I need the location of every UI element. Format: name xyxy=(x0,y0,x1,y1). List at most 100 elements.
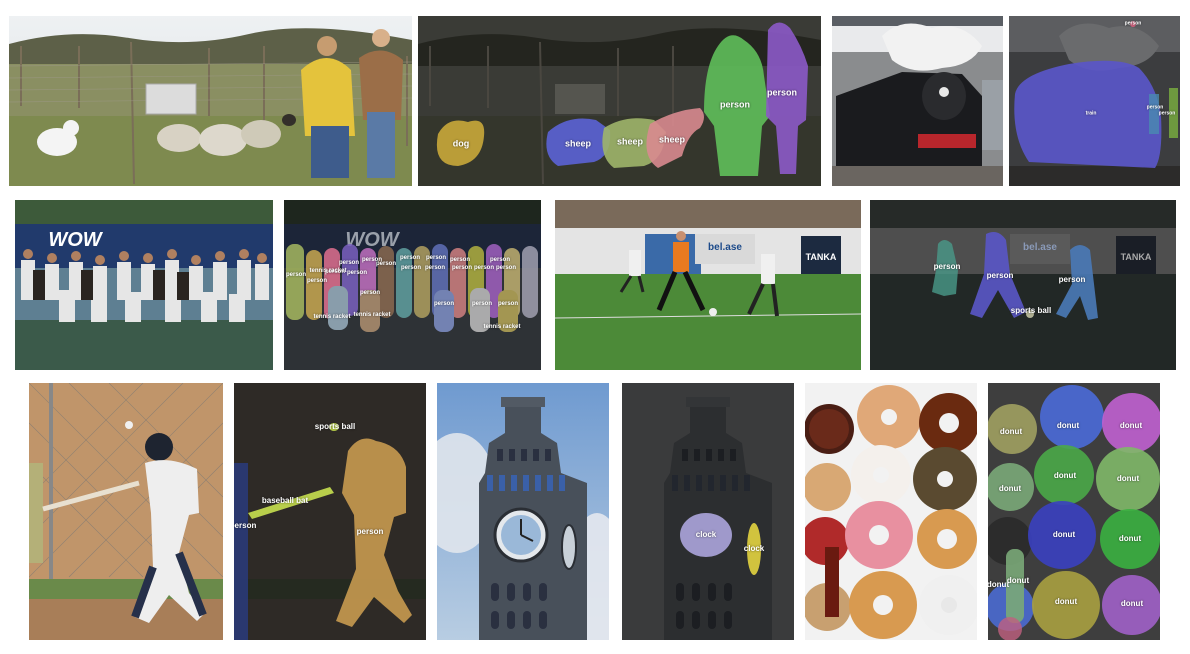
photo-sheep-field-segmented: dog sheep sheep sheep person person xyxy=(418,16,821,186)
label-donut: donut xyxy=(1119,421,1143,430)
donut-mask xyxy=(988,404,1037,454)
label-sheep-1: sheep xyxy=(564,138,592,149)
photo-train-original xyxy=(832,16,1003,186)
photo-clock-tower-original xyxy=(437,383,609,640)
label-person: person xyxy=(306,278,328,284)
label-dog: dog xyxy=(452,138,470,149)
person-mask xyxy=(470,288,490,332)
label-person: person xyxy=(375,261,397,267)
person-mask xyxy=(498,290,518,332)
sheep-field-photo xyxy=(9,16,412,186)
label-person: person xyxy=(497,301,519,307)
label-clock-side: clock xyxy=(743,544,765,553)
label-donut: donut xyxy=(1120,599,1144,608)
svg-text:WOW: WOW xyxy=(345,229,400,251)
label-person-right: person xyxy=(1058,275,1086,284)
label-donut: donut xyxy=(1052,530,1076,539)
donut-mask xyxy=(1096,447,1160,511)
label-person: person xyxy=(338,260,360,266)
label-person-left: person xyxy=(933,262,961,271)
photo-donuts-original xyxy=(805,383,977,640)
donut-mask xyxy=(1034,445,1094,505)
label-person: person xyxy=(359,290,381,296)
label-tennis-racket: tennis racket xyxy=(309,268,347,274)
person-mask-left-edge xyxy=(234,463,248,640)
person-mask-center xyxy=(970,232,1026,318)
sheep-mask-3 xyxy=(646,108,704,168)
label-person-batter: person xyxy=(356,527,384,536)
label-person: person xyxy=(324,269,346,275)
label-donut: donut xyxy=(1118,534,1142,543)
soccer-photo: TANKA bel.ase xyxy=(555,200,861,370)
label-person: person xyxy=(346,270,368,276)
sports-ball-mask xyxy=(329,423,339,431)
clock-mask-front xyxy=(680,513,732,557)
clock-tower-mask-overlay xyxy=(622,383,794,640)
dog-mask xyxy=(436,120,485,166)
person-mask xyxy=(396,248,412,318)
label-person-2: person xyxy=(766,87,798,98)
label-tennis-racket: tennis racket xyxy=(483,324,521,330)
sports-ball-mask xyxy=(1026,310,1034,318)
donut-mask xyxy=(1040,385,1104,449)
donut-mask xyxy=(1102,393,1160,453)
photo-baseball-original xyxy=(29,383,223,640)
svg-text:bel.ase: bel.ase xyxy=(708,242,742,253)
label-person: person xyxy=(400,265,422,271)
label-person: person xyxy=(495,265,517,271)
sheep-field-mask-overlay xyxy=(418,16,821,186)
label-person: person xyxy=(471,301,493,307)
train-mask-overlay xyxy=(1009,16,1180,186)
baseball-mask-overlay xyxy=(234,383,426,640)
person-mask-right xyxy=(1056,245,1098,320)
label-person-right-2: person xyxy=(1158,110,1176,117)
svg-text:WOW: WOW xyxy=(48,229,103,251)
label-donut: donut xyxy=(1056,421,1080,430)
person-mask-purple xyxy=(766,22,808,175)
label-sports-ball: sports ball xyxy=(314,422,356,431)
label-donut: donut xyxy=(1054,597,1078,606)
sheep-mask-1 xyxy=(546,118,611,166)
photo-donuts-segmented: donut donut donut donut donut donut donu… xyxy=(988,383,1160,640)
baseball-bat-mask xyxy=(248,487,334,519)
svg-text:TANKA: TANKA xyxy=(806,252,837,262)
person-mask-left xyxy=(932,240,958,296)
label-tennis-racket: tennis racket xyxy=(313,314,351,320)
label-person: person xyxy=(449,257,471,263)
person-mask-right-2 xyxy=(1169,88,1178,138)
tennis-team-mask-overlay: WOW xyxy=(284,200,541,370)
label-baseball-bat: baseball bat xyxy=(261,496,309,505)
label-person: person xyxy=(399,255,421,261)
person-mask xyxy=(286,244,304,320)
train-mask xyxy=(1014,60,1162,168)
person-mask xyxy=(328,286,348,330)
label-person: person xyxy=(361,257,383,263)
label-person-left-edge: person xyxy=(234,521,257,530)
person-mask xyxy=(522,246,538,318)
photo-clock-tower-segmented: clock clock xyxy=(622,383,794,640)
label-donut: donut xyxy=(1116,474,1140,483)
label-person: person xyxy=(473,265,495,271)
label-person-right-1: person xyxy=(1146,104,1164,111)
label-train: train xyxy=(1085,110,1097,117)
person-mask xyxy=(306,250,322,320)
donut-mask xyxy=(1102,575,1160,635)
label-person: person xyxy=(424,265,446,271)
label-person: person xyxy=(285,272,307,278)
label-donut: donut xyxy=(988,580,1010,589)
label-person-1: person xyxy=(719,99,751,110)
photo-train-segmented: person train person person xyxy=(1009,16,1180,186)
label-person-top: person xyxy=(1124,20,1142,27)
donuts-photo xyxy=(805,383,977,640)
label-donut: donut xyxy=(999,427,1023,436)
person-mask xyxy=(360,290,380,332)
donut-mask xyxy=(1028,501,1096,569)
label-person: person xyxy=(451,265,473,271)
photo-tennis-team-original: WOW xyxy=(15,200,273,370)
photo-soccer-segmented: TANKA bel.ase person person person sport… xyxy=(870,200,1176,370)
label-sports-ball: sports ball xyxy=(1010,306,1052,315)
svg-text:bel.ase: bel.ase xyxy=(1023,242,1057,253)
donut-mask xyxy=(1100,509,1160,569)
donut-mask xyxy=(1006,549,1024,623)
clock-tower-photo xyxy=(437,383,609,640)
